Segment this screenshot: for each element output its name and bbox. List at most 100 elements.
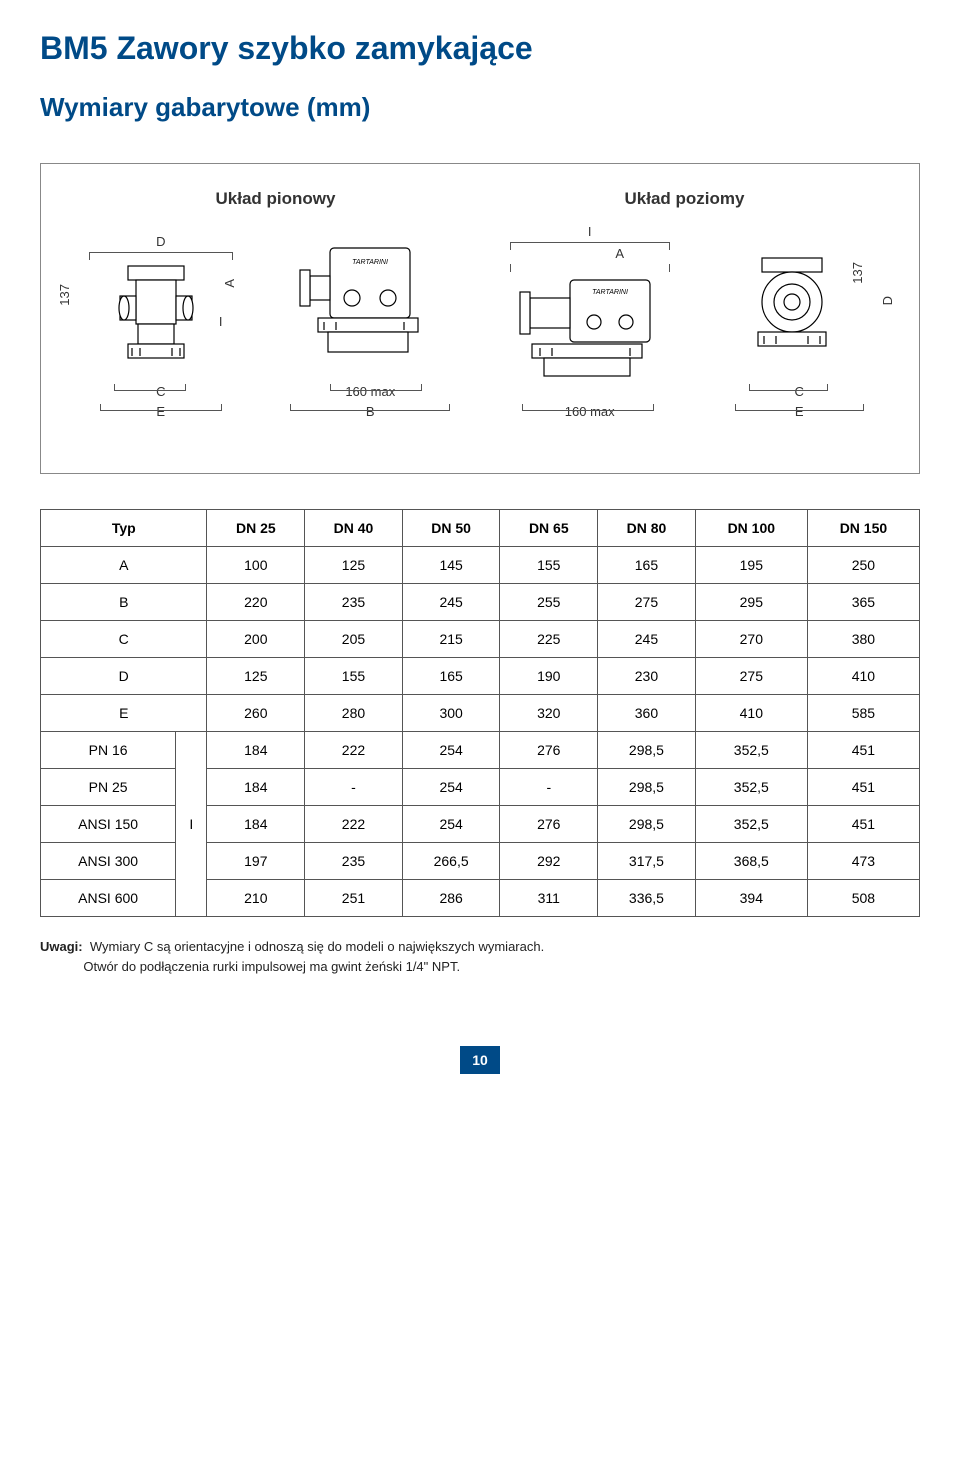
dim-label-e-2: E xyxy=(795,404,804,419)
table-cell: 260 xyxy=(207,695,305,732)
table-cell: 100 xyxy=(207,547,305,584)
row-label: PN 25 xyxy=(41,769,176,806)
dim-label-c: C xyxy=(156,384,165,399)
table-cell: 197 xyxy=(207,843,305,880)
row-label: C xyxy=(41,621,207,658)
table-cell: 410 xyxy=(695,695,807,732)
table-cell: 365 xyxy=(807,584,919,621)
table-cell: 451 xyxy=(807,806,919,843)
dim-bar-c-2: C xyxy=(709,384,889,398)
table-row: ANSI 300197235266,5292317,5368,5473 xyxy=(41,843,920,880)
table-cell: 254 xyxy=(402,732,500,769)
table-cell: 184 xyxy=(207,732,305,769)
table-cell: 298,5 xyxy=(598,769,696,806)
footnote: Uwagi: Wymiary C są orientacyjne i odnos… xyxy=(40,937,920,976)
table-cell: 266,5 xyxy=(402,843,500,880)
dim-bar-160max: 160 max xyxy=(271,384,470,398)
row-label: ANSI 300 xyxy=(41,843,176,880)
row-label: A xyxy=(41,547,207,584)
dim-bar-160max-2: 160 max xyxy=(490,404,689,418)
table-cell: 352,5 xyxy=(695,769,807,806)
section-title: Wymiary gabarytowe (mm) xyxy=(40,92,920,123)
col-header: DN 100 xyxy=(695,510,807,547)
dim-top-d: D xyxy=(71,234,251,252)
col-header: DN 40 xyxy=(305,510,403,547)
table-cell: 235 xyxy=(305,843,403,880)
table-row: PN 25184-254-298,5352,5451 xyxy=(41,769,920,806)
dim-label-i-top: I xyxy=(588,224,592,242)
table-cell: 368,5 xyxy=(695,843,807,880)
dim-label-b: B xyxy=(366,404,375,419)
table-cell: 155 xyxy=(500,547,598,584)
group-col-i: I xyxy=(176,732,207,917)
table-cell: 352,5 xyxy=(695,732,807,769)
dim-top-a2: A xyxy=(490,246,689,264)
dim-bar-e-2: E xyxy=(709,404,889,418)
table-cell: 225 xyxy=(500,621,598,658)
table-cell: 155 xyxy=(305,658,403,695)
table-cell: 295 xyxy=(695,584,807,621)
table-cell: 320 xyxy=(500,695,598,732)
dim-label-d: D xyxy=(156,234,165,252)
dim-label-e: E xyxy=(156,404,165,419)
table-cell: 165 xyxy=(402,658,500,695)
table-row: ANSI 600210251286311336,5394508 xyxy=(41,880,920,917)
valve-front-view-svg: TARTARINI xyxy=(280,236,460,376)
table-row: ANSI 150184222254276298,5352,5451 xyxy=(41,806,920,843)
technical-drawing-view-2: TARTARINI 160 max xyxy=(271,236,470,418)
table-row: B220235245255275295365 xyxy=(41,584,920,621)
table-cell: 394 xyxy=(695,880,807,917)
col-header: Typ xyxy=(41,510,207,547)
table-row: A100125145155165195250 xyxy=(41,547,920,584)
row-label: PN 16 xyxy=(41,732,176,769)
table-cell: 286 xyxy=(402,880,500,917)
table-cell: 222 xyxy=(305,806,403,843)
table-cell: 473 xyxy=(807,843,919,880)
note-prefix: Uwagi: xyxy=(40,939,83,954)
table-row: C200205215225245270380 xyxy=(41,621,920,658)
dim-label-i: I xyxy=(219,314,223,329)
table-cell: 410 xyxy=(807,658,919,695)
note-line1: Wymiary C są orientacyjne i odnoszą się … xyxy=(90,939,544,954)
table-cell: 235 xyxy=(305,584,403,621)
col-header: DN 65 xyxy=(500,510,598,547)
dimensions-table: Typ DN 25 DN 40 DN 50 DN 65 DN 80 DN 100… xyxy=(40,509,920,917)
table-cell: 360 xyxy=(598,695,696,732)
dim-label-137: 137 xyxy=(57,284,72,306)
table-cell: 317,5 xyxy=(598,843,696,880)
table-cell: 184 xyxy=(207,769,305,806)
table-row: PN 16I184222254276298,5352,5451 xyxy=(41,732,920,769)
dim-label-a-top: A xyxy=(615,246,624,264)
row-label: B xyxy=(41,584,207,621)
table-cell: 205 xyxy=(305,621,403,658)
technical-drawing-view-4: 137 D xyxy=(709,246,889,418)
table-cell: 352,5 xyxy=(695,806,807,843)
table-cell: 298,5 xyxy=(598,806,696,843)
note-line2: Otwór do podłączenia rurki impulsowej ma… xyxy=(83,959,460,974)
table-cell: 222 xyxy=(305,732,403,769)
dim-label-c-2: C xyxy=(795,384,804,399)
table-cell: 254 xyxy=(402,769,500,806)
col-header: DN 150 xyxy=(807,510,919,547)
dim-label-137-right: 137 xyxy=(850,262,865,284)
table-cell: 275 xyxy=(598,584,696,621)
table-cell: 165 xyxy=(598,547,696,584)
col-header: DN 80 xyxy=(598,510,696,547)
table-cell: 125 xyxy=(207,658,305,695)
label-horizontal-layout: Układ poziomy xyxy=(625,189,745,209)
table-cell: 508 xyxy=(807,880,919,917)
table-cell: 220 xyxy=(207,584,305,621)
table-cell: 280 xyxy=(305,695,403,732)
table-cell: 145 xyxy=(402,547,500,584)
page-number-badge: 10 xyxy=(460,1046,500,1074)
table-cell: 251 xyxy=(305,880,403,917)
table-cell: 230 xyxy=(598,658,696,695)
dim-bar-c: C xyxy=(71,384,251,398)
table-cell: 298,5 xyxy=(598,732,696,769)
table-cell: 585 xyxy=(807,695,919,732)
table-cell: 184 xyxy=(207,806,305,843)
table-cell: - xyxy=(305,769,403,806)
table-cell: 451 xyxy=(807,769,919,806)
table-cell: 255 xyxy=(500,584,598,621)
table-cell: 275 xyxy=(695,658,807,695)
